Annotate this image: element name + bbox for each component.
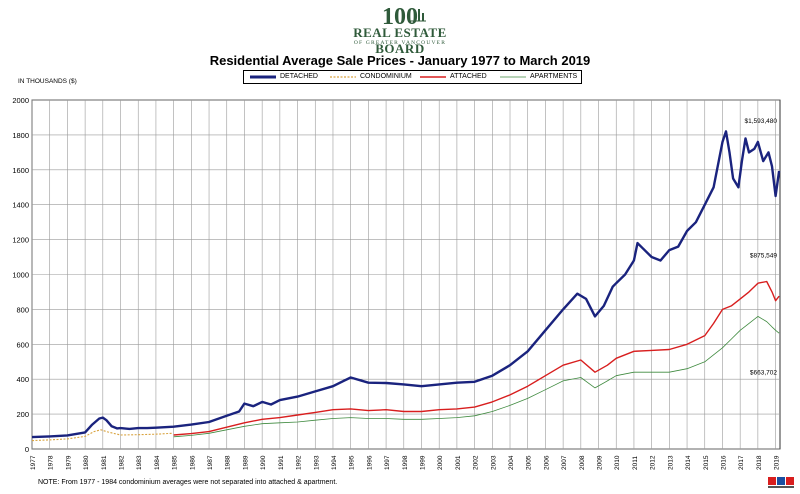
x-tick-label: 1982 bbox=[119, 455, 126, 470]
x-tick-label: 1997 bbox=[384, 455, 391, 470]
x-tick-label: 2005 bbox=[526, 455, 533, 470]
x-tick-label: 1981 bbox=[101, 455, 108, 470]
x-tick-label: 1996 bbox=[366, 455, 373, 470]
x-tick-label: 1986 bbox=[189, 455, 196, 470]
x-tick-label: 1983 bbox=[136, 455, 143, 470]
y-tick-label: 2000 bbox=[12, 96, 29, 105]
x-tick-label: 1977 bbox=[30, 455, 37, 470]
x-tick-label: 2016 bbox=[720, 455, 727, 470]
y-tick-label: 0 bbox=[25, 445, 29, 454]
y-tick-labels: 0 200 400 600 800 1000 1200 1400 1600 1800 2000 bbox=[12, 96, 29, 454]
x-tick-label: 2013 bbox=[667, 455, 674, 470]
x-tick-label: 1987 bbox=[207, 455, 214, 470]
legend-item-attached: ATTACHED bbox=[420, 71, 500, 83]
logo-mark-icon: 100 bbox=[382, 4, 426, 30]
legend-item-apartments: APARTMENTS bbox=[500, 71, 580, 83]
x-tick-label: 2019 bbox=[774, 455, 781, 470]
x-tick-label: 1994 bbox=[331, 455, 338, 470]
series-line-condominium bbox=[31, 429, 172, 442]
legend-item-condominium: CONDOMINIUM bbox=[330, 71, 420, 83]
y-tick-label: 1600 bbox=[12, 166, 29, 175]
x-tick-label: 2010 bbox=[614, 455, 621, 470]
x-tick-label: 1999 bbox=[419, 455, 426, 470]
legend-label-apartments: APARTMENTS bbox=[530, 73, 578, 80]
x-tick-label: 2009 bbox=[597, 455, 604, 470]
x-tick-label: 1998 bbox=[402, 455, 409, 470]
footnote: NOTE: From 1977 - 1984 condominium avera… bbox=[38, 479, 338, 486]
legend-item-detached: DETACHED bbox=[250, 71, 330, 83]
series-line-detached bbox=[31, 130, 781, 439]
legend-label-detached: DETACHED bbox=[280, 73, 318, 80]
x-tick-labels: 1977 1978 1979 1980 1981 1982 1983 1984 1985 1986… bbox=[30, 455, 781, 470]
logo-mark: 100 bbox=[382, 4, 418, 26]
end-value-label: $663,702 bbox=[750, 369, 777, 376]
end-value-labels: $1,593,480 $875,549 $663,702 bbox=[744, 118, 777, 376]
x-tick-label: 2000 bbox=[437, 455, 444, 470]
x-tick-label: 2008 bbox=[579, 455, 586, 470]
x-tick-label: 1995 bbox=[349, 455, 356, 470]
series-line-attached bbox=[173, 280, 780, 436]
grid-lines bbox=[31, 99, 780, 450]
x-tick-label: 2004 bbox=[508, 455, 515, 470]
x-tick-label: 1985 bbox=[172, 455, 179, 470]
x-tick-label: 2003 bbox=[490, 455, 497, 470]
x-tick-label: 1989 bbox=[242, 455, 249, 470]
y-tick-label: 1800 bbox=[12, 131, 29, 140]
y-tick-label: 1400 bbox=[12, 201, 29, 210]
logo-wordmark: REAL ESTATE BOARD bbox=[353, 25, 447, 56]
mls-logo-icon bbox=[768, 477, 794, 488]
x-tick-label: 1980 bbox=[83, 455, 90, 470]
x-tick-label: 1984 bbox=[154, 455, 161, 470]
x-tick-label: 2002 bbox=[473, 455, 480, 470]
x-tick-label: 2017 bbox=[738, 455, 745, 470]
y-tick-label: 800 bbox=[16, 305, 29, 314]
y-tick-label: 1200 bbox=[12, 236, 29, 245]
x-tick-label: 2015 bbox=[703, 455, 710, 470]
x-tick-label: 1978 bbox=[48, 455, 55, 470]
rebgv-logo: 100 REAL ESTATE BOARD OF GREATER VANCOUV… bbox=[330, 2, 470, 56]
x-tick-label: 2001 bbox=[455, 455, 462, 470]
end-value-label: $875,549 bbox=[750, 252, 777, 259]
x-tick-label: 1988 bbox=[225, 455, 232, 470]
legend-label-condominium: CONDOMINIUM bbox=[360, 73, 412, 80]
x-tick-label: 1991 bbox=[278, 455, 285, 470]
series-lines bbox=[31, 130, 781, 442]
end-value-label: $1,593,480 bbox=[744, 118, 777, 125]
y-tick-label: 400 bbox=[16, 375, 29, 384]
series-line-apartments bbox=[173, 315, 780, 438]
y-tick-label: 600 bbox=[16, 340, 29, 349]
y-tick-label: 1000 bbox=[12, 271, 29, 280]
x-tick-label: 2006 bbox=[543, 455, 550, 470]
x-tick-label: 1992 bbox=[296, 455, 303, 470]
y-axis-units-label: IN THOUSANDS ($) bbox=[18, 78, 77, 85]
x-tick-label: 1993 bbox=[313, 455, 320, 470]
x-tick-label: 2011 bbox=[632, 456, 639, 470]
logo-subtext: OF GREATER VANCOUVER bbox=[353, 40, 447, 46]
y-tick-label: 200 bbox=[16, 410, 29, 419]
x-tick-label: 2007 bbox=[561, 455, 568, 470]
x-tick-label: 2012 bbox=[650, 455, 657, 470]
x-tick-label: 2014 bbox=[685, 455, 692, 470]
x-tick-label: 2018 bbox=[756, 455, 763, 470]
x-tick-label: 1979 bbox=[65, 455, 72, 470]
legend-label-attached: ATTACHED bbox=[450, 73, 487, 80]
chart-legend: DETACHED CONDOMINIUM ATTACHED APARTMENTS bbox=[243, 70, 582, 84]
chart-title: Residential Average Sale Prices - Januar… bbox=[209, 53, 591, 68]
x-tick-label: 1990 bbox=[260, 455, 267, 470]
